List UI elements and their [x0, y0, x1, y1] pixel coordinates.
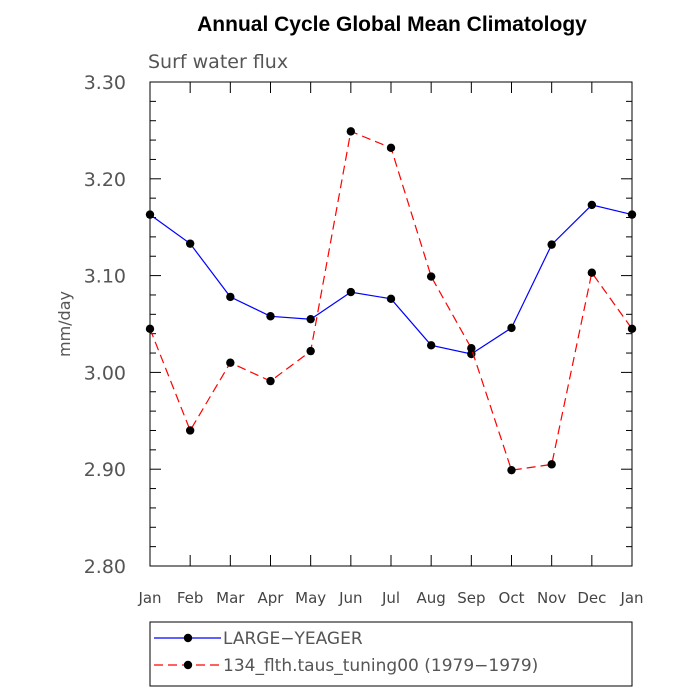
- data-point: [627, 324, 637, 334]
- x-tick-label: Feb: [177, 589, 204, 607]
- y-tick-label: 2.90: [84, 459, 126, 481]
- legend-marker: [183, 633, 193, 643]
- data-point: [145, 210, 155, 219]
- series-1: [145, 200, 637, 359]
- data-point: [145, 324, 155, 334]
- legend-item: 134_flth.taus_tuning00 (1979−1979): [154, 656, 538, 676]
- data-point: [587, 200, 597, 210]
- x-tick-label: Jul: [381, 589, 400, 607]
- x-tick-label: Jun: [338, 589, 362, 607]
- data-point: [627, 210, 637, 219]
- legend-label: LARGE−YEAGER: [223, 629, 363, 649]
- data-point: [467, 344, 476, 353]
- data-point: [346, 287, 356, 297]
- data-point: [306, 346, 315, 356]
- data-point: [587, 268, 597, 277]
- data-point: [547, 460, 556, 469]
- y-axis: 2.80 2.90 3.00 3.10 3.20 3.30: [84, 72, 632, 578]
- y-tick-label: 3.10: [84, 266, 126, 288]
- data-point: [547, 240, 556, 249]
- data-point: [266, 312, 275, 321]
- plot-area: [145, 127, 637, 475]
- y-tick-label: 2.80: [84, 556, 126, 578]
- data-point: [386, 143, 396, 153]
- x-tick-label: Mar: [216, 589, 245, 607]
- x-tick-label: May: [295, 589, 326, 607]
- data-point: [386, 294, 396, 304]
- legend: LARGE−YEAGER 134_flth.taus_tuning00 (1979…: [149, 621, 633, 687]
- data-point: [266, 376, 275, 386]
- x-axis: Jan Feb Mar Apr May Jun Jul Aug Sep Oct Nov Dec Jan: [137, 82, 644, 607]
- data-point: [426, 341, 436, 350]
- data-point: [226, 358, 235, 367]
- x-tick-label: Dec: [577, 589, 606, 607]
- chart-title: Annual Cycle Global Mean Climatology: [197, 13, 587, 36]
- data-point: [507, 465, 516, 475]
- series-2: [145, 127, 637, 475]
- data-point: [185, 239, 195, 248]
- legend-item: LARGE−YEAGER: [154, 629, 363, 649]
- legend-box: [149, 621, 633, 687]
- data-point: [306, 314, 315, 324]
- series-line: [149, 204, 633, 355]
- x-tick-label: Aug: [417, 589, 446, 607]
- data-point: [226, 292, 235, 302]
- x-tick-label: Sep: [457, 589, 485, 607]
- plot-frame: [149, 81, 633, 567]
- data-point: [346, 127, 356, 136]
- data-point: [426, 272, 436, 281]
- y-axis-label: mm/day: [55, 291, 74, 357]
- x-tick-label: Jan: [619, 589, 643, 607]
- data-point: [185, 426, 195, 435]
- x-tick-label: Jan: [137, 589, 161, 607]
- x-tick-label: Oct: [499, 589, 525, 607]
- y-tick-label: 3.20: [84, 169, 126, 191]
- data-point: [507, 323, 516, 333]
- x-tick-label: Nov: [537, 589, 566, 607]
- legend-label: 134_flth.taus_tuning00 (1979−1979): [223, 656, 538, 676]
- legend-marker: [183, 660, 193, 670]
- x-tick-label: Apr: [258, 589, 285, 607]
- chart-subtitle: Surf water flux: [148, 51, 288, 73]
- y-tick-label: 3.30: [84, 72, 126, 94]
- y-tick-label: 3.00: [84, 362, 126, 384]
